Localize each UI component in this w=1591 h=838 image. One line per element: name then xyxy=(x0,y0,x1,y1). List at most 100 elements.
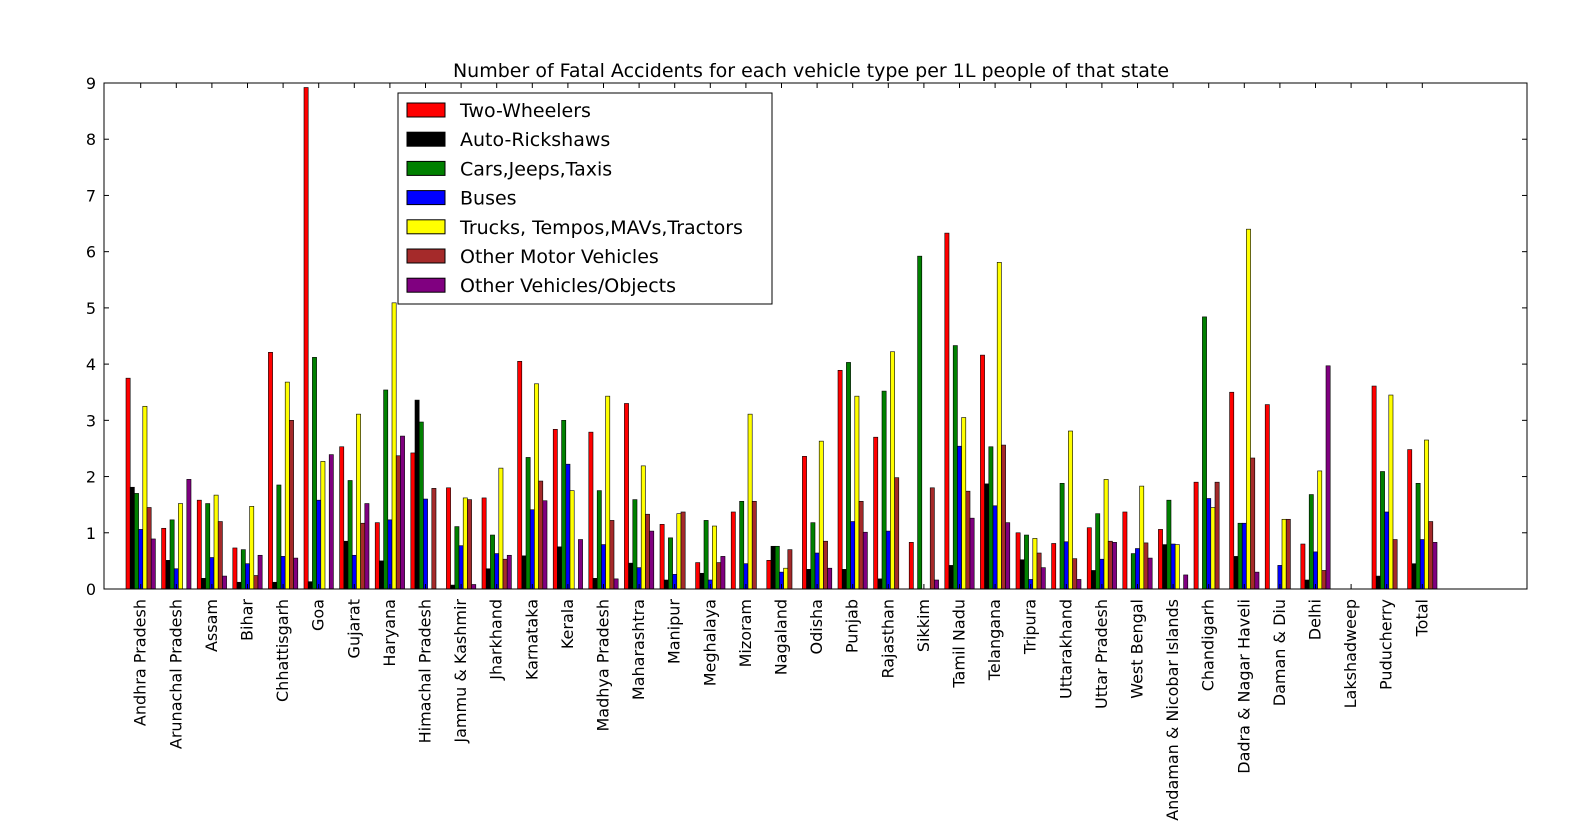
bar-maharashtra-auto-rickshaws xyxy=(628,562,634,590)
bar-karnataka-auto-rickshaws xyxy=(521,555,527,590)
bar-punjab-buses xyxy=(850,521,856,590)
bar-karnataka-other-motor-vehicles xyxy=(538,480,544,590)
x-tick-label-karnataka: Karnataka xyxy=(522,599,541,680)
bar-meghalaya-cars-jeeps-taxis xyxy=(703,520,709,590)
bar-chandigarh-two-wheelers xyxy=(1193,481,1199,590)
bar-west-bengal-buses xyxy=(1135,548,1140,590)
bar-kerala-buses xyxy=(565,463,571,590)
bar-goa-trucks-tempos-mavs-tractors xyxy=(320,461,326,590)
bar-madhya-pradesh-buses xyxy=(601,544,606,590)
bar-odisha-two-wheelers xyxy=(802,456,807,590)
bar-karnataka-cars-jeeps-taxis xyxy=(525,457,531,590)
bar-arunachal-pradesh-trucks-tempos-mavs-tractors xyxy=(178,503,183,590)
bar-odisha-cars-jeeps-taxis xyxy=(810,522,816,590)
bar-telangana-trucks-tempos-mavs-tractors xyxy=(996,262,1002,590)
bar-daman-diu-other-motor-vehicles xyxy=(1285,518,1291,590)
legend-swatch xyxy=(406,160,446,176)
bar-gujarat-two-wheelers xyxy=(339,446,345,590)
bar-dadra-nagar-haveli-other-motor-vehicles xyxy=(1250,457,1256,590)
bar-punjab-two-wheelers xyxy=(837,369,843,590)
bar-mizoram-two-wheelers xyxy=(730,511,736,590)
plot-frame xyxy=(103,82,1528,590)
legend-label: Trucks, Tempos,MAVs,Tractors xyxy=(459,217,743,239)
bar-meghalaya-trucks-tempos-mavs-tractors xyxy=(712,525,717,590)
bar-andaman-nicobar-islands-cars-jeeps-taxis xyxy=(1166,499,1172,590)
bar-goa-auto-rickshaws xyxy=(307,581,313,590)
bar-puducherry-buses xyxy=(1384,511,1390,590)
bar-karnataka-two-wheelers xyxy=(517,360,523,590)
legend-item-cars-jeeps-taxis: Cars,Jeeps,Taxis xyxy=(406,158,612,180)
bar-himachal-pradesh-buses xyxy=(423,498,428,590)
bar-uttarakhand-two-wheelers xyxy=(1051,543,1057,590)
legend-swatch xyxy=(406,219,446,235)
bar-assam-trucks-tempos-mavs-tractors xyxy=(213,494,219,590)
bar-uttar-pradesh-other-motor-vehicles xyxy=(1107,540,1113,590)
x-tick-label-andaman-nicobar-islands: Andaman & Nicobar Islands xyxy=(1163,599,1182,821)
bar-gujarat-other-vehicles-objects xyxy=(364,503,370,590)
bar-bihar-two-wheelers xyxy=(232,547,238,590)
x-tick-label-kerala: Kerala xyxy=(558,599,577,649)
bar-jharkhand-auto-rickshaws xyxy=(485,568,491,590)
x-tick-label-arunachal-pradesh: Arunachal Pradesh xyxy=(166,599,185,749)
x-tick-label-uttar-pradesh: Uttar Pradesh xyxy=(1092,599,1111,709)
x-tick-label-sikkim: Sikkim xyxy=(914,599,933,652)
bars-layer xyxy=(125,87,1438,590)
bar-puducherry-trucks-tempos-mavs-tractors xyxy=(1388,394,1394,590)
bar-andaman-nicobar-islands-buses xyxy=(1170,543,1176,590)
bar-chandigarh-cars-jeeps-taxis xyxy=(1202,316,1207,590)
bar-jharkhand-other-vehicles-objects xyxy=(506,554,512,590)
bar-rajasthan-auto-rickshaws xyxy=(877,578,883,590)
bar-odisha-other-motor-vehicles xyxy=(823,540,828,590)
bar-delhi-two-wheelers xyxy=(1300,543,1306,590)
bar-daman-diu-trucks-tempos-mavs-tractors xyxy=(1281,518,1287,590)
bar-himachal-pradesh-auto-rickshaws xyxy=(414,399,420,590)
bar-jharkhand-two-wheelers xyxy=(481,497,487,590)
x-tick-label-jharkhand: Jharkhand xyxy=(487,599,506,681)
bar-tamil-nadu-other-vehicles-objects xyxy=(969,517,975,590)
bar-goa-other-vehicles-objects xyxy=(328,454,334,590)
legend-item-buses: Buses xyxy=(406,188,517,210)
x-tick-label-haryana: Haryana xyxy=(380,599,399,667)
bar-andhra-pradesh-buses xyxy=(138,529,144,590)
series-trucks-tempos-mavs-tractors xyxy=(142,228,1429,590)
legend-swatch xyxy=(406,277,446,293)
bar-uttarakhand-cars-jeeps-taxis xyxy=(1059,482,1065,590)
x-tick-label-daman-diu: Daman & Diu xyxy=(1270,599,1289,706)
bar-assam-two-wheelers xyxy=(196,499,202,590)
bar-nagaland-two-wheelers xyxy=(766,560,772,590)
bar-maharashtra-two-wheelers xyxy=(624,403,629,590)
bar-goa-cars-jeeps-taxis xyxy=(312,357,317,590)
legend-label: Buses xyxy=(460,188,517,210)
legend-item-trucks-tempos-mavs-tractors: Trucks, Tempos,MAVs,Tractors xyxy=(406,217,743,239)
bar-gujarat-auto-rickshaws xyxy=(343,540,349,590)
y-axis: 0 1 2 3 4 5 6 7 8 9 xyxy=(86,74,1527,599)
bar-madhya-pradesh-other-vehicles-objects xyxy=(613,578,619,590)
x-tick-label-meghalaya: Meghalaya xyxy=(700,599,719,686)
bar-haryana-auto-rickshaws xyxy=(379,560,384,590)
x-tick-label-odisha: Odisha xyxy=(807,599,826,654)
bar-total-auto-rickshaws xyxy=(1411,563,1417,590)
bar-andhra-pradesh-two-wheelers xyxy=(125,377,131,590)
bar-jammu-kashmir-two-wheelers xyxy=(446,487,451,590)
bar-assam-cars-jeeps-taxis xyxy=(205,503,211,590)
bar-dadra-nagar-haveli-auto-rickshaws xyxy=(1233,556,1239,590)
bar-gujarat-trucks-tempos-mavs-tractors xyxy=(356,413,361,590)
bar-manipur-auto-rickshaws xyxy=(663,579,669,590)
bar-haryana-other-motor-vehicles xyxy=(395,455,401,590)
bar-delhi-other-vehicles-objects xyxy=(1325,365,1331,590)
legend-label: Two-Wheelers xyxy=(459,100,591,122)
bar-tamil-nadu-cars-jeeps-taxis xyxy=(952,345,958,590)
bar-andhra-pradesh-auto-rickshaws xyxy=(129,486,135,590)
bar-tripura-two-wheelers xyxy=(1015,532,1021,590)
bar-rajasthan-cars-jeeps-taxis xyxy=(881,390,887,590)
bar-jammu-kashmir-cars-jeeps-taxis xyxy=(454,526,460,590)
bar-madhya-pradesh-auto-rickshaws xyxy=(592,578,598,590)
x-tick-label-chhattisgarh: Chhattisgarh xyxy=(273,599,292,702)
bar-total-other-vehicles-objects xyxy=(1432,542,1438,590)
bar-tripura-trucks-tempos-mavs-tractors xyxy=(1032,538,1038,590)
bar-punjab-trucks-tempos-mavs-tractors xyxy=(854,395,860,590)
x-tick-label-west-bengal: West Bengal xyxy=(1128,599,1147,699)
x-tick-label-jammu-kashmir: Jammu & Kashmir xyxy=(451,599,470,744)
bar-meghalaya-two-wheelers xyxy=(695,562,701,590)
bar-total-trucks-tempos-mavs-tractors xyxy=(1424,439,1429,590)
